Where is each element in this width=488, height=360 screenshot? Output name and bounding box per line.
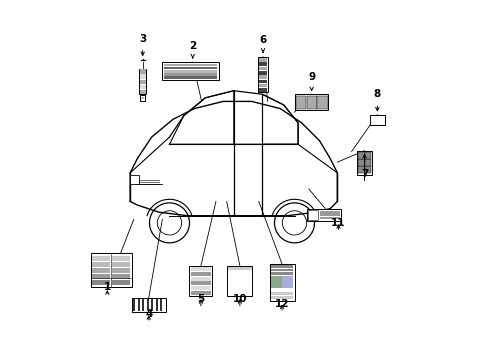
Text: 4: 4	[145, 309, 152, 319]
Bar	[269, 264, 294, 301]
Bar	[140, 80, 145, 84]
Bar	[91, 253, 132, 287]
Bar	[190, 277, 210, 280]
Bar	[317, 96, 327, 109]
Bar	[364, 166, 370, 173]
Bar	[356, 152, 371, 175]
Text: 7: 7	[360, 169, 367, 179]
Bar	[132, 298, 165, 312]
Bar	[295, 96, 305, 109]
Bar	[320, 211, 340, 213]
Bar	[140, 69, 145, 73]
Bar	[138, 299, 140, 311]
Bar	[164, 67, 217, 69]
Bar	[282, 276, 292, 288]
Bar	[270, 272, 293, 275]
Bar	[364, 152, 370, 159]
Bar	[112, 274, 130, 279]
Bar	[164, 76, 217, 79]
Bar	[258, 67, 267, 70]
Bar	[146, 299, 148, 311]
Bar	[189, 266, 212, 296]
Bar	[135, 299, 137, 311]
Bar	[320, 214, 340, 216]
Bar	[142, 299, 144, 311]
Text: 12: 12	[274, 298, 289, 309]
Bar	[112, 262, 130, 267]
Bar	[151, 299, 153, 311]
Bar	[162, 299, 164, 311]
Bar	[92, 268, 110, 273]
Bar	[294, 94, 328, 111]
Bar	[140, 75, 145, 78]
Bar	[92, 256, 110, 261]
Text: 11: 11	[330, 218, 345, 228]
Bar	[270, 265, 293, 267]
Bar	[190, 291, 210, 295]
Bar	[92, 262, 110, 267]
Bar	[258, 75, 267, 79]
Bar	[320, 217, 340, 219]
Bar	[258, 57, 267, 93]
Bar	[149, 299, 151, 311]
Bar	[258, 62, 267, 66]
Bar	[162, 62, 219, 80]
Bar	[306, 209, 341, 221]
Bar	[140, 95, 145, 101]
Bar	[258, 88, 267, 92]
Bar	[190, 282, 210, 285]
Bar	[357, 152, 364, 159]
Bar	[306, 96, 317, 109]
Bar	[357, 159, 364, 166]
Bar	[258, 84, 267, 87]
Text: 10: 10	[232, 294, 246, 304]
Text: 8: 8	[373, 89, 380, 99]
Bar	[141, 97, 144, 99]
Bar	[307, 210, 317, 220]
Bar	[153, 299, 155, 311]
Text: 2: 2	[189, 41, 196, 51]
Bar	[160, 299, 162, 311]
Bar	[258, 58, 267, 62]
Bar	[190, 272, 210, 276]
Bar	[258, 71, 267, 75]
Text: 6: 6	[259, 35, 266, 45]
Bar	[130, 175, 139, 184]
Bar	[357, 166, 364, 173]
Bar	[227, 266, 252, 296]
Bar	[258, 80, 267, 83]
Bar	[364, 159, 370, 166]
Text: 5: 5	[197, 294, 204, 304]
Bar	[270, 276, 281, 288]
Bar	[164, 64, 217, 66]
Bar	[112, 256, 130, 261]
Bar	[270, 292, 293, 295]
Bar	[227, 267, 251, 270]
Bar	[140, 299, 142, 311]
Bar	[164, 73, 217, 76]
Bar	[140, 85, 145, 89]
Bar	[164, 70, 217, 73]
Bar	[369, 114, 384, 125]
Bar	[139, 69, 146, 94]
Text: 1: 1	[103, 282, 111, 292]
Bar	[92, 274, 110, 279]
Text: 3: 3	[139, 33, 146, 44]
Bar	[140, 90, 145, 94]
Bar	[144, 299, 146, 311]
Bar	[270, 269, 293, 271]
Bar	[155, 299, 157, 311]
Bar	[158, 299, 160, 311]
Bar	[92, 280, 110, 285]
Text: 9: 9	[307, 72, 315, 82]
Bar	[190, 286, 210, 290]
Bar	[112, 280, 130, 285]
Bar	[112, 268, 130, 273]
Bar	[190, 267, 210, 271]
Bar	[270, 296, 293, 299]
Bar	[133, 299, 135, 311]
